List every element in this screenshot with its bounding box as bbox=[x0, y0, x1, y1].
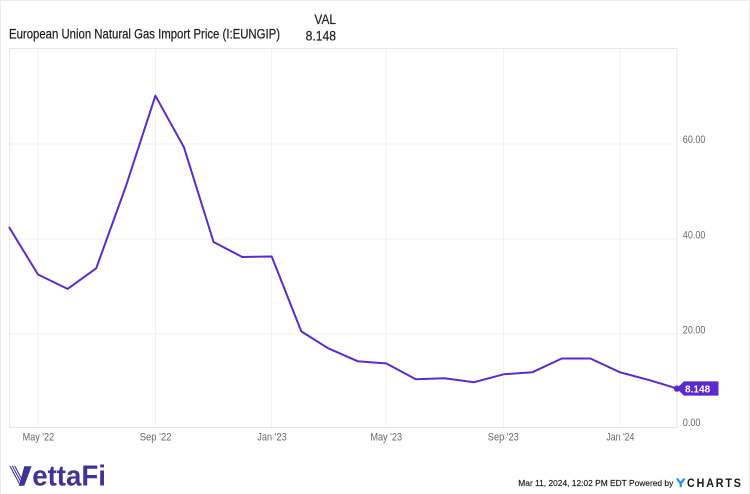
svg-text:CHARTS: CHARTS bbox=[687, 478, 743, 490]
svg-text:0.00: 0.00 bbox=[683, 417, 701, 429]
svg-text:8.148: 8.148 bbox=[306, 28, 337, 43]
svg-text:Mar 11, 2024, 12:02 PM EDT Pow: Mar 11, 2024, 12:02 PM EDT Powered by bbox=[518, 478, 674, 488]
svg-text:Sep '23: Sep '23 bbox=[488, 432, 519, 444]
svg-text:Sep '22: Sep '22 bbox=[140, 432, 172, 444]
svg-text:20.00: 20.00 bbox=[683, 324, 706, 336]
svg-text:ettaFi: ettaFi bbox=[32, 461, 106, 493]
svg-text:VAL: VAL bbox=[314, 12, 336, 27]
svg-text:Jan '23: Jan '23 bbox=[257, 432, 286, 444]
svg-text:May '23: May '23 bbox=[370, 432, 402, 444]
svg-text:8.148: 8.148 bbox=[685, 384, 711, 395]
svg-text:60.00: 60.00 bbox=[683, 134, 706, 146]
svg-text:40.00: 40.00 bbox=[683, 229, 706, 241]
svg-text:European Union Natural Gas Imp: European Union Natural Gas Import Price … bbox=[9, 27, 280, 42]
svg-text:May '22: May '22 bbox=[23, 432, 55, 444]
svg-text:Jan '24: Jan '24 bbox=[606, 432, 634, 444]
